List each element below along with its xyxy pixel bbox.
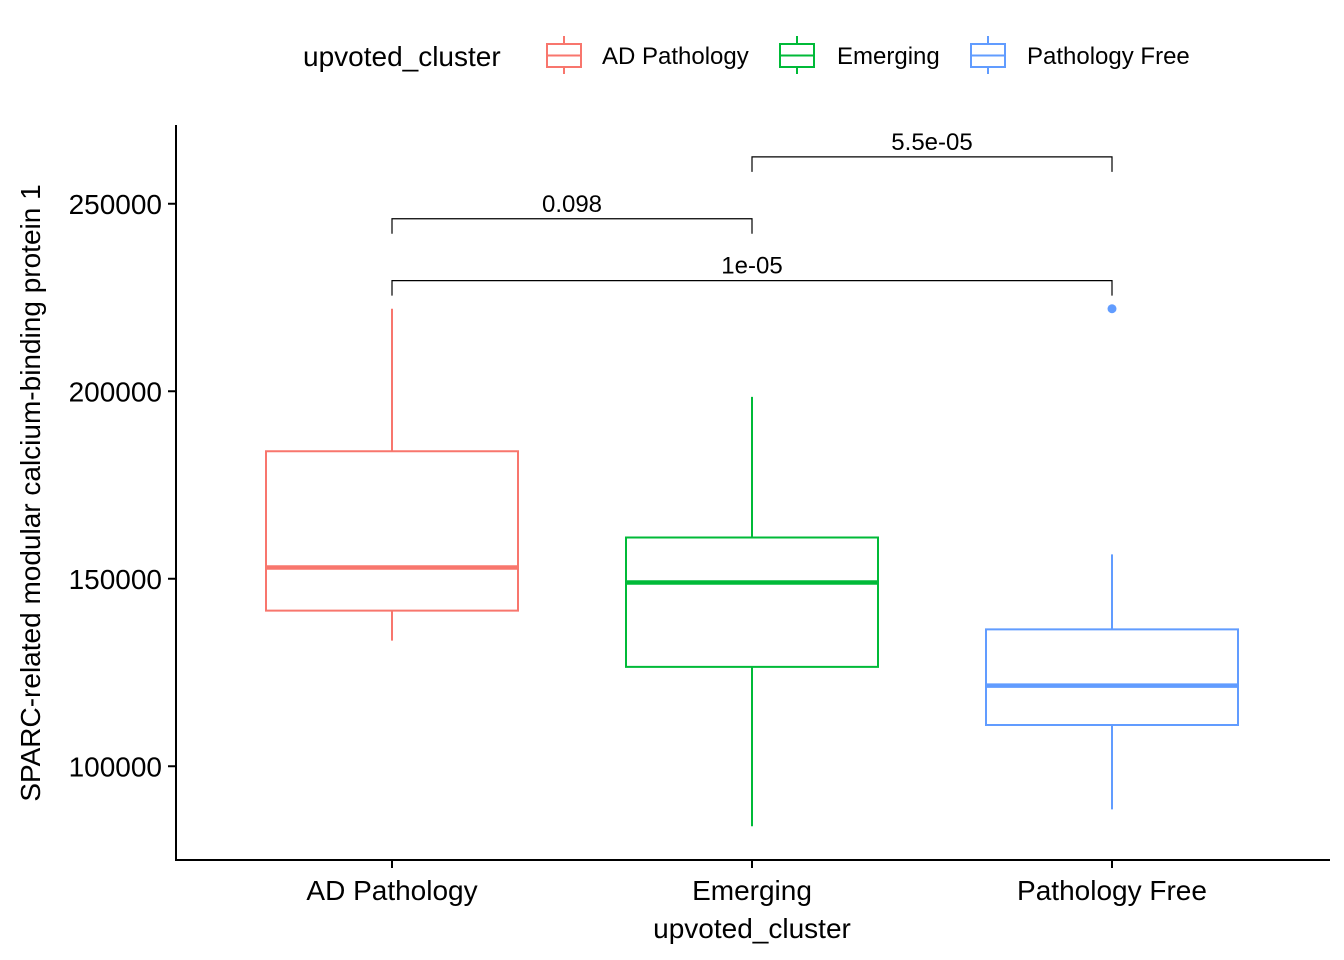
significance-bracket: 0.098 (391, 191, 753, 234)
legend-label: Emerging (837, 43, 940, 70)
p-value-label: 0.098 (542, 191, 602, 218)
y-axis-title: SPARC-related modular calcium-binding pr… (15, 184, 46, 801)
x-tick-label: AD Pathology (306, 875, 477, 906)
legend-key (970, 36, 1006, 74)
p-value-label: 1e-05 (721, 253, 782, 280)
legend-label: AD Pathology (602, 43, 749, 70)
iqr-box (265, 450, 519, 612)
y-tick-label: 100000 (69, 751, 162, 782)
box-ad-pathology (265, 308, 519, 641)
x-tick-label: Pathology Free (1017, 875, 1207, 906)
box-emerging (625, 396, 879, 827)
y-tick-label: 250000 (69, 189, 162, 220)
legend-key (546, 36, 582, 74)
legend-label: Pathology Free (1027, 43, 1190, 70)
bracket-line (391, 218, 753, 234)
y-tick-label: 150000 (69, 564, 162, 595)
p-value-label: 5.5e-05 (891, 129, 972, 156)
y-tick-label: 200000 (69, 376, 162, 407)
box-pathology-free (985, 304, 1239, 810)
x-axis-title: upvoted_cluster (653, 913, 851, 944)
iqr-box (985, 628, 1239, 726)
bracket-line (751, 156, 1113, 172)
legend-key (779, 36, 815, 74)
legend: upvoted_cluster AD Pathology Emerging Path… (303, 36, 1190, 74)
x-tick-label: Emerging (692, 875, 812, 906)
outlier-point (1107, 304, 1117, 314)
significance-bracket: 5.5e-05 (751, 129, 1113, 172)
legend-title: upvoted_cluster (303, 41, 501, 72)
significance-bracket: 1e-05 (391, 253, 1113, 296)
plot-area: 100000 150000 200000 250000 AD Pathology Emer… (69, 125, 1330, 906)
iqr-box (625, 536, 879, 668)
bracket-line (391, 280, 1113, 296)
